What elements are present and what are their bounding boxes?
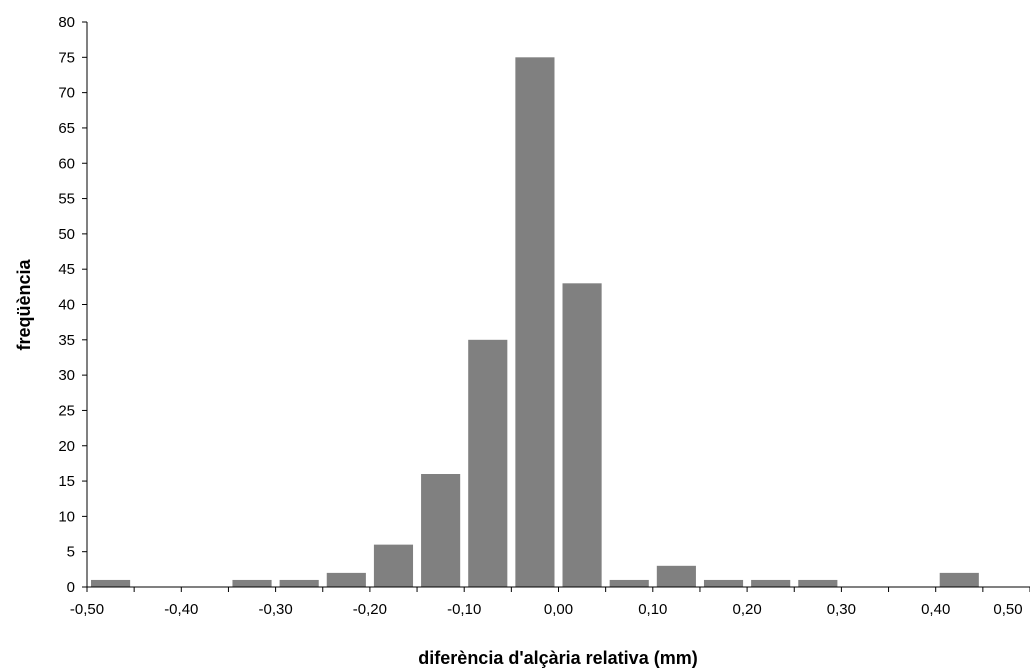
y-tick-label: 25 [58, 402, 75, 419]
histogram-bar [656, 565, 696, 587]
y-axis-title: freqüència [14, 258, 34, 350]
x-ticks-group: -0,50 -0,40 -0,30 -0,20 -0,10 0,00 0,10 0,20 0,3… [70, 587, 1030, 618]
y-tick-label: 80 [58, 14, 75, 31]
y-tick-label: 65 [58, 120, 75, 137]
y-tick-label: 40 [58, 297, 75, 314]
histogram-bar [232, 579, 272, 587]
histogram-bar [468, 339, 508, 587]
y-tick-label: 0 [67, 579, 75, 596]
x-tick-label: -0,30 [258, 601, 292, 618]
y-tick-label: 60 [58, 155, 75, 172]
y-tick-label: 20 [58, 438, 75, 455]
x-tick-label: 0,30 [827, 601, 856, 618]
x-tick-label: 0,10 [638, 601, 667, 618]
x-tick-label: 0,00 [544, 601, 573, 618]
y-ticks-group: 0 5 10 15 20 25 30 35 40 45 50 55 60 65 70 75 80 [58, 14, 87, 596]
x-tick-label: 0,40 [921, 601, 950, 618]
y-tick-label: 55 [58, 191, 75, 208]
histogram-bar [703, 579, 744, 587]
y-tick-label: 50 [58, 226, 75, 243]
x-axis-title: diferència d'alçària relativa (mm) [418, 648, 697, 668]
y-tick-label: 35 [58, 332, 75, 349]
histogram-bar [751, 579, 791, 587]
histogram-bar [326, 572, 366, 588]
y-tick-label: 15 [58, 473, 75, 490]
histogram-bar [562, 283, 602, 587]
x-tick-label: -0,40 [164, 601, 198, 618]
y-tick-label: 5 [67, 544, 75, 561]
histogram-bar [515, 57, 555, 588]
histogram-bar [421, 474, 461, 587]
x-tick-label: 0,50 [993, 601, 1022, 618]
histogram-bar [279, 579, 319, 587]
x-tick-label: -0,10 [447, 601, 481, 618]
histogram-bar [939, 572, 979, 588]
x-tick-label: -0,20 [353, 601, 387, 618]
y-tick-label: 70 [58, 85, 75, 102]
histogram-bar [373, 544, 414, 588]
histogram-bar [91, 579, 131, 587]
histogram-bar [798, 579, 838, 587]
y-tick-label: 30 [58, 367, 75, 384]
y-tick-label: 75 [58, 49, 75, 66]
bars-group [91, 57, 979, 588]
histogram-bar [609, 579, 649, 587]
y-tick-label: 45 [58, 261, 75, 278]
y-tick-label: 10 [58, 508, 75, 525]
x-tick-label: -0,50 [70, 601, 104, 618]
x-tick-label: 0,20 [732, 601, 761, 618]
